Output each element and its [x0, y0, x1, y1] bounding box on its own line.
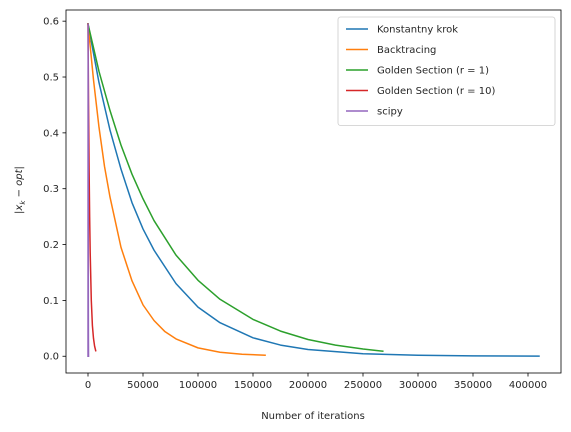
x-tick-label: 300000	[399, 380, 437, 391]
axes: 0 50000 100000 150000 200000 250000 300000 3500…	[43, 9, 562, 391]
x-tick-label: 350000	[454, 380, 492, 391]
series-line-3	[87, 23, 384, 353]
y-tick-label: 0.2	[43, 240, 59, 251]
y-tick-label: 0.4	[43, 128, 59, 139]
x-tick-label: 0	[85, 380, 91, 391]
y-tick-label: 0.5	[43, 73, 59, 84]
x-tick-label: 400000	[509, 380, 547, 391]
legend-label-2: Backtracing	[377, 45, 436, 56]
x-tick-label: 200000	[289, 380, 327, 391]
y-axis-label: |xk − opt|	[14, 166, 27, 214]
x-axis-label: Number of iterations	[261, 411, 365, 422]
legend-box	[337, 16, 556, 126]
y-tick-label: 0.6	[43, 17, 59, 28]
legend-label-3: Golden Section (r = 1)	[377, 66, 489, 77]
series-line-5	[87, 23, 90, 358]
y-tick-label: 0.3	[43, 184, 59, 195]
x-tick-label: 50000	[127, 380, 159, 391]
x-tick-label: 250000	[344, 380, 382, 391]
series-line-2	[87, 23, 266, 357]
x-tick-label: 150000	[234, 380, 272, 391]
axes-frame	[65, 9, 562, 374]
x-tick-label: 100000	[179, 380, 217, 391]
legend-label-1: Konstantny krok	[377, 25, 458, 36]
legend-label-5: scipy	[377, 107, 403, 118]
series-line-1	[87, 23, 540, 357]
y-tick-label: 0.1	[43, 296, 59, 307]
y-tick-label: 0.0	[43, 352, 59, 363]
plot-area	[87, 23, 540, 358]
legend: Konstantny krok Backtracing Golden Section…	[337, 16, 556, 126]
legend-label-4: Golden Section (r = 10)	[377, 86, 495, 97]
